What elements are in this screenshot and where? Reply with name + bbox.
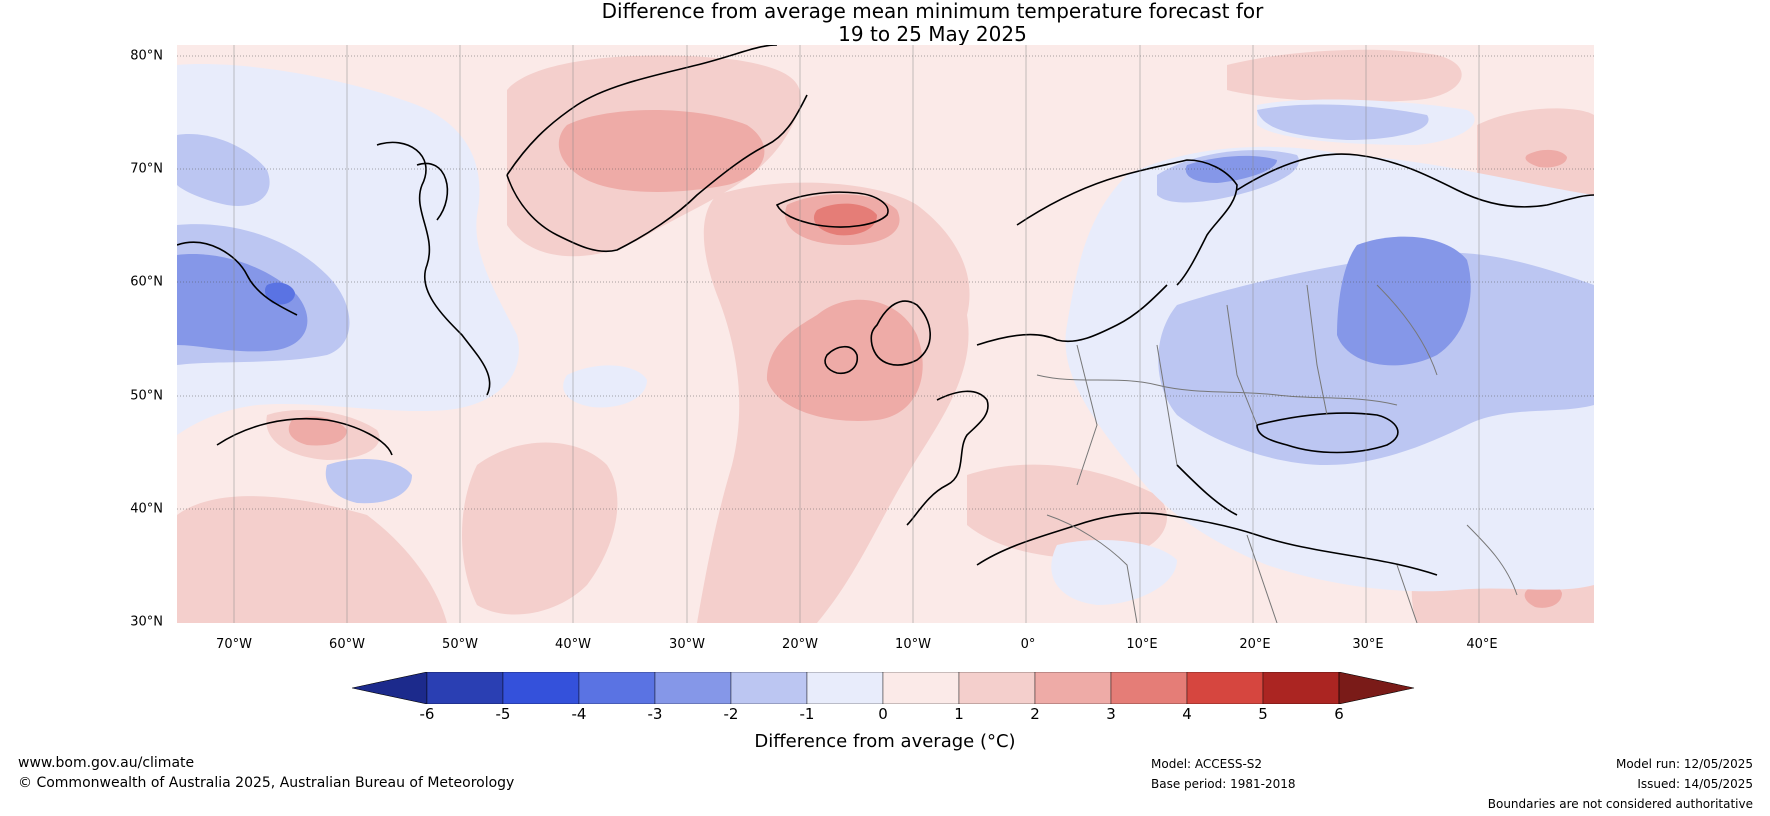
colorbar-segment xyxy=(502,672,580,704)
title-line-1: Difference from average mean minimum tem… xyxy=(601,0,1264,23)
anomaly-region-atlantic-cool-patch xyxy=(563,365,647,408)
lon-label-30e: 30°E xyxy=(1352,637,1384,652)
colorbar-segment xyxy=(654,672,732,704)
colorbar-tick-label: -4 xyxy=(571,705,587,723)
lat-label-70n: 70°N xyxy=(130,161,163,177)
anomaly-region-labrador-very-cold xyxy=(177,254,308,352)
anomaly-region-azores-warm xyxy=(462,442,618,615)
model-name: Model: ACCESS-S2 xyxy=(1151,757,1263,771)
colorbar-tick-label: 3 xyxy=(1106,705,1116,723)
map-title: Difference from average mean minimum tem… xyxy=(0,0,1770,46)
boundaries-disclaimer: Boundaries are not considered authoritat… xyxy=(1487,797,1753,811)
lon-label-20w: 20°W xyxy=(782,637,818,652)
colorbar-tick-label: -6 xyxy=(419,705,435,723)
colorbar-segment xyxy=(1034,672,1112,704)
colorbar-tick-label: 4 xyxy=(1182,705,1192,723)
anomaly-region-mediterranean-warm xyxy=(967,464,1167,559)
anomaly-region-barents-cold xyxy=(1257,104,1429,140)
anomaly-region-arctic-strong xyxy=(1525,149,1567,168)
anomaly-region-ireland-strong xyxy=(767,299,923,421)
anomaly-region-labrador-core-cold xyxy=(264,282,295,305)
issued-date: Issued: 14/05/2025 xyxy=(1637,777,1753,791)
colorbar-segment xyxy=(1262,672,1340,704)
anomaly-region-arctic-warm xyxy=(1227,49,1462,102)
copyright-text: © Commonwealth of Australia 2025, Austra… xyxy=(18,775,515,791)
lon-label-40e: 40°E xyxy=(1466,637,1498,652)
lon-label-10e: 10°E xyxy=(1126,637,1158,652)
colorbar-tick-label: 5 xyxy=(1258,705,1268,723)
colorbar-tick-label: -1 xyxy=(799,705,815,723)
colorbar-segment xyxy=(882,672,960,704)
lon-label-20e: 20°E xyxy=(1239,637,1271,652)
colorbar-tick-label: 0 xyxy=(878,705,888,723)
lat-label-30n: 30°N xyxy=(130,614,163,630)
anomaly-region-norway-very-cold xyxy=(1185,155,1277,183)
lon-label-60w: 60°W xyxy=(329,637,365,652)
colorbar-label: Difference from average (°C) xyxy=(754,731,1016,752)
colorbar-extend-low xyxy=(352,672,428,704)
colorbar-tick-label: -3 xyxy=(647,705,663,723)
country-borders xyxy=(1036,284,1518,623)
lat-label-60n: 60°N xyxy=(130,274,163,290)
graticule-meridians xyxy=(233,45,1480,623)
lat-label-80n: 80°N xyxy=(130,48,163,64)
colorbar-segment xyxy=(426,672,504,704)
lat-label-40n: 40°N xyxy=(130,501,163,517)
colorbar-segment xyxy=(578,672,656,704)
anomaly-region-azores-cold xyxy=(325,459,412,504)
colorbar-tick-label: 2 xyxy=(1030,705,1040,723)
coastlines xyxy=(177,45,1594,576)
lon-label-40w: 40°W xyxy=(555,637,591,652)
colorbar xyxy=(352,672,1415,704)
colorbar-tick-label: 1 xyxy=(954,705,964,723)
graticule xyxy=(177,55,1594,510)
colorbar-tick-label: -2 xyxy=(723,705,739,723)
colorbar-segment xyxy=(730,672,808,704)
anomaly-region-baffin-cold xyxy=(177,134,270,206)
lon-label-10w: 10°W xyxy=(895,637,931,652)
anomaly-region-iceland-peak xyxy=(813,203,877,236)
model-run-date: Model run: 12/05/2025 xyxy=(1615,757,1753,771)
anomaly-region-north-africa-cool xyxy=(1051,540,1177,605)
lat-label-50n: 50°N xyxy=(130,388,163,404)
colorbar-segment xyxy=(1110,672,1188,704)
lon-label-30w: 30°W xyxy=(669,637,705,652)
title-line-2: 19 to 25 May 2025 xyxy=(838,22,1027,46)
anomaly-region-russia-very-cold xyxy=(1337,236,1471,366)
colorbar-segment xyxy=(1186,672,1264,704)
forecast-map xyxy=(177,45,1594,623)
colorbar-extend-high xyxy=(1338,672,1415,704)
anomaly-region-east-greenland-strong xyxy=(558,110,765,192)
colorbar-tick-label: 6 xyxy=(1334,705,1344,723)
lon-label-70w: 70°W xyxy=(216,637,252,652)
colorbar-segment xyxy=(958,672,1036,704)
website-link[interactable]: www.bom.gov.au/climate xyxy=(18,755,195,771)
base-period: Base period: 1981-2018 xyxy=(1151,777,1296,791)
anomaly-region-southwest-warm xyxy=(177,496,447,623)
colorbar-tick-label: -5 xyxy=(495,705,511,723)
anomaly-region-newfoundland-strong xyxy=(288,416,347,446)
lon-label-50w: 50°W xyxy=(442,637,478,652)
colorbar-segment xyxy=(806,672,884,704)
lon-label-0: 0° xyxy=(1020,637,1036,652)
